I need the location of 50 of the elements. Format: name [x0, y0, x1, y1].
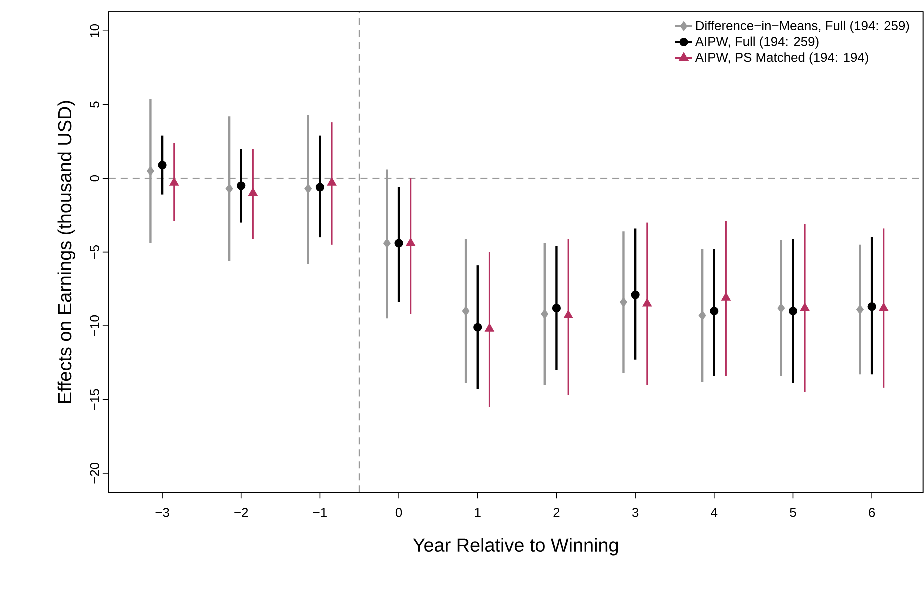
point — [248, 188, 258, 196]
point — [158, 161, 167, 170]
y-axis-title: Effects on Earnings (thousand USD) — [58, 101, 76, 404]
x-tick-label: 6 — [869, 508, 876, 518]
y-tick-label: −15 — [90, 390, 100, 410]
x-tick-label: 3 — [632, 508, 639, 518]
legend-label: Difference−in−Means, Full (194: 259) — [696, 21, 910, 34]
point — [642, 299, 652, 307]
point — [304, 184, 312, 194]
point — [237, 182, 246, 190]
x-tick-label: 5 — [790, 508, 796, 518]
x-tick-label: 2 — [554, 508, 560, 518]
point — [316, 183, 325, 192]
x-axis-title: Year Relative to Winning — [413, 538, 618, 556]
point — [800, 304, 810, 312]
y-tick-label: −5 — [90, 246, 100, 260]
x-tick-label: −1 — [313, 508, 327, 518]
point — [710, 307, 719, 316]
point — [620, 298, 628, 308]
y-tick-label: 5 — [90, 102, 100, 108]
x-tick-label: −2 — [234, 508, 248, 518]
legend-label: AIPW, PS Matched (194: 194) — [695, 52, 868, 65]
point — [698, 311, 706, 320]
point — [722, 293, 731, 302]
point — [868, 302, 876, 312]
point — [406, 238, 416, 247]
x-tick-label: 0 — [396, 508, 402, 518]
y-tick-label: −10 — [90, 316, 100, 337]
point — [552, 304, 562, 313]
point — [880, 304, 888, 312]
x-tick-label: 4 — [711, 508, 718, 518]
point — [384, 239, 391, 248]
point — [170, 178, 179, 186]
x-tick-label: 1 — [475, 508, 481, 518]
point — [462, 306, 470, 316]
legend-label: AIPW, Full (194: 259) — [695, 37, 819, 50]
point — [485, 324, 494, 332]
point — [394, 239, 404, 248]
y-tick-label: 0 — [90, 176, 100, 182]
point — [474, 323, 482, 332]
point — [328, 178, 336, 186]
y-tick-label: 10 — [90, 24, 100, 38]
point — [788, 307, 798, 316]
point — [564, 310, 573, 319]
y-tick-label: −20 — [90, 463, 100, 484]
point — [631, 290, 640, 300]
point — [147, 166, 154, 176]
point — [856, 306, 864, 315]
x-tick-label: −3 — [156, 508, 170, 518]
point — [541, 310, 548, 319]
